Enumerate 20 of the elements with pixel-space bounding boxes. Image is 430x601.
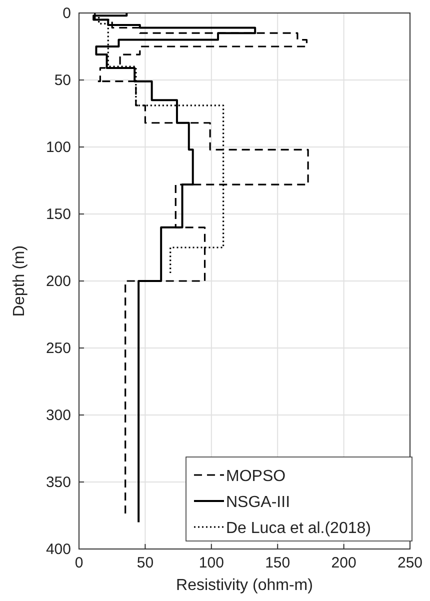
x-axis-title: Resistivity (ohm-m) — [176, 577, 313, 594]
y-tick-label: 300 — [46, 406, 71, 424]
legend-label: MOPSO — [226, 468, 286, 485]
legend-label: NSGA-III — [226, 494, 290, 511]
y-tick-label: 50 — [54, 72, 71, 89]
y-tick-label: 100 — [46, 138, 71, 156]
y-tick-label: 350 — [46, 474, 71, 491]
y-tick-label: 0 — [62, 4, 71, 22]
y-tick-label: 150 — [46, 206, 71, 223]
y-tick-label: 400 — [46, 540, 71, 558]
x-tick-label: 150 — [265, 554, 290, 572]
x-tick-label: 250 — [397, 554, 423, 572]
y-tick-label: 200 — [46, 272, 71, 290]
y-axis-title: Depth (m) — [11, 245, 28, 317]
x-tick-label: 200 — [331, 554, 356, 572]
legend-label: De Luca et al.(2018) — [226, 520, 371, 537]
x-tick-label: 100 — [198, 554, 224, 572]
x-tick-label: 50 — [136, 554, 154, 572]
y-tick-label: 250 — [46, 340, 71, 357]
x-tick-label: 0 — [74, 554, 84, 572]
